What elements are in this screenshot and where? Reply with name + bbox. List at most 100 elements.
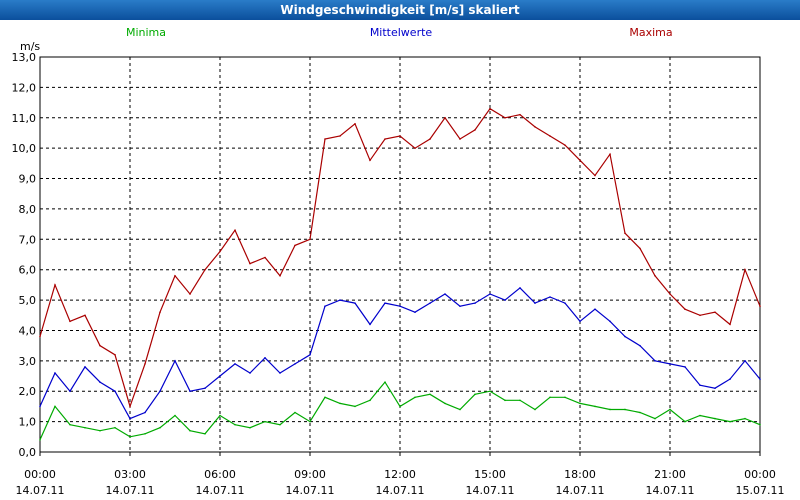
data-point bbox=[684, 366, 686, 368]
data-point bbox=[249, 426, 251, 429]
data-point bbox=[624, 335, 626, 338]
data-point bbox=[444, 293, 446, 295]
series-maxima bbox=[39, 107, 761, 409]
data-point bbox=[99, 344, 101, 347]
data-point bbox=[294, 363, 296, 365]
y-tick-label: 0,0 bbox=[19, 446, 37, 459]
data-point bbox=[279, 274, 281, 277]
data-point bbox=[654, 360, 656, 362]
series-mittelwerte bbox=[39, 287, 761, 420]
data-point bbox=[564, 302, 566, 304]
plot-frame bbox=[39, 56, 761, 453]
data-point bbox=[504, 399, 506, 402]
x-tick-time: 06:00 bbox=[204, 468, 236, 481]
data-point bbox=[414, 147, 416, 149]
data-point bbox=[654, 417, 656, 420]
data-point bbox=[564, 144, 566, 146]
data-point bbox=[354, 123, 356, 125]
data-point bbox=[384, 381, 386, 383]
data-point bbox=[609, 320, 611, 323]
data-point bbox=[399, 405, 401, 408]
data-point bbox=[744, 268, 746, 271]
data-point bbox=[234, 229, 236, 231]
data-point bbox=[39, 439, 41, 441]
data-point bbox=[669, 363, 671, 365]
data-point bbox=[639, 411, 641, 414]
data-point bbox=[69, 390, 71, 393]
x-tick-time: 12:00 bbox=[384, 468, 416, 481]
data-point bbox=[414, 396, 416, 399]
y-tick-label: 9,0 bbox=[19, 173, 37, 186]
data-point bbox=[684, 308, 686, 310]
data-point bbox=[324, 305, 326, 307]
data-point bbox=[54, 372, 56, 374]
x-tick-time: 21:00 bbox=[654, 468, 686, 481]
data-point bbox=[639, 344, 641, 347]
data-point bbox=[204, 387, 206, 389]
x-tick-time: 09:00 bbox=[294, 468, 326, 481]
legend-mittelwerte: Mittelwerte bbox=[370, 26, 433, 39]
data-point bbox=[549, 296, 551, 298]
data-point bbox=[579, 402, 581, 405]
y-tick-label: 2,0 bbox=[19, 385, 37, 398]
data-point bbox=[669, 408, 671, 411]
data-point bbox=[669, 293, 671, 295]
data-point bbox=[114, 353, 116, 356]
wind-speed-chart: 0,0 1,0 2,0 3,0 4,0 5,0 6,0 7,0 8,0 9,0 10,0 11,0 12… bbox=[12, 26, 785, 497]
data-point bbox=[414, 311, 416, 314]
data-point bbox=[534, 408, 536, 411]
data-point bbox=[729, 323, 731, 326]
data-point bbox=[324, 138, 326, 140]
x-tick-time: 15:00 bbox=[474, 468, 506, 481]
legend-maxima: Maxima bbox=[629, 26, 672, 39]
data-point bbox=[249, 262, 251, 265]
data-point bbox=[534, 302, 536, 304]
legend-minima: Minima bbox=[126, 26, 166, 39]
data-point bbox=[624, 408, 626, 411]
data-point bbox=[429, 393, 431, 396]
data-point bbox=[54, 284, 56, 286]
data-point bbox=[204, 268, 206, 271]
x-tick-date: 15.07.11 bbox=[736, 484, 785, 497]
data-point bbox=[129, 436, 131, 438]
data-point bbox=[714, 417, 716, 420]
data-point bbox=[639, 247, 641, 250]
data-point bbox=[714, 387, 716, 389]
data-point bbox=[579, 159, 581, 162]
y-tick-label: 7,0 bbox=[19, 233, 37, 246]
x-tick-date: 14.07.11 bbox=[286, 484, 335, 497]
data-point bbox=[249, 372, 251, 374]
data-point bbox=[279, 372, 281, 374]
data-point bbox=[309, 420, 311, 423]
data-point bbox=[114, 426, 116, 429]
data-point bbox=[99, 429, 101, 432]
x-tick-date: 14.07.11 bbox=[196, 484, 245, 497]
data-point bbox=[489, 107, 491, 110]
data-point bbox=[429, 302, 431, 304]
y-tick-label: 12,0 bbox=[12, 81, 37, 94]
data-point bbox=[429, 138, 431, 140]
data-point bbox=[399, 135, 401, 137]
y-axis-label: m/s bbox=[20, 40, 40, 53]
data-point bbox=[234, 423, 236, 426]
data-point bbox=[759, 305, 761, 307]
data-point bbox=[279, 423, 281, 426]
data-point bbox=[294, 244, 296, 247]
data-point bbox=[624, 232, 626, 235]
data-point bbox=[309, 353, 311, 356]
y-tick-label: 8,0 bbox=[19, 203, 37, 216]
data-point bbox=[519, 287, 521, 289]
data-point bbox=[144, 432, 146, 435]
data-point bbox=[174, 360, 176, 362]
x-tick-date: 14.07.11 bbox=[556, 484, 605, 497]
data-point bbox=[219, 414, 221, 417]
y-tick-label: 13,0 bbox=[12, 51, 37, 64]
data-point bbox=[729, 378, 731, 380]
data-point bbox=[99, 381, 101, 383]
data-point bbox=[369, 159, 371, 162]
data-point bbox=[549, 396, 551, 399]
series-minima bbox=[39, 381, 761, 441]
series-layer bbox=[39, 107, 761, 441]
data-point bbox=[729, 420, 731, 423]
data-point bbox=[354, 302, 356, 304]
